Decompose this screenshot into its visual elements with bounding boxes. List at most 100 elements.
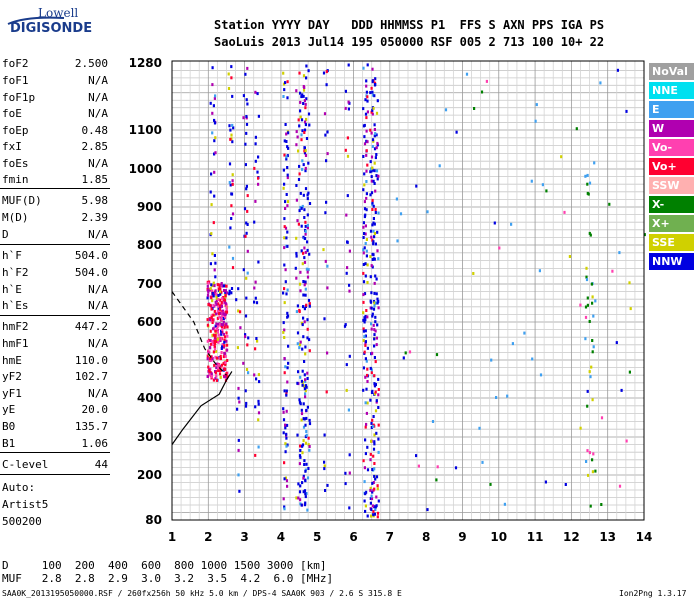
x-tick-label: 4 [277, 530, 285, 544]
echo-point [306, 318, 309, 322]
echo-point [282, 418, 286, 422]
param-name-17: hmE [2, 354, 22, 367]
echo-point [594, 469, 597, 473]
echo-point [371, 108, 374, 112]
echo-point [374, 211, 377, 214]
echo-point [370, 439, 373, 443]
echo-point [346, 194, 349, 198]
echo-point [372, 454, 375, 458]
echo-point [217, 366, 220, 370]
echo-point [215, 374, 218, 378]
echo-point [304, 392, 307, 396]
echo-point [237, 473, 240, 477]
echo-point [304, 166, 307, 170]
echo-point [304, 123, 307, 127]
echo-point [253, 286, 256, 290]
echo-point [254, 280, 257, 284]
echo-point [371, 138, 375, 142]
echo-point [628, 370, 631, 374]
echo-point [426, 508, 429, 512]
echo-point [308, 123, 311, 127]
echo-point [231, 123, 234, 127]
echo-point [560, 155, 563, 159]
echo-point [304, 154, 308, 157]
echo-point [306, 197, 309, 201]
param-separator-3 [0, 452, 110, 453]
echo-point [303, 387, 306, 391]
echo-point [375, 174, 378, 178]
echo-point [344, 148, 347, 152]
echo-point [208, 346, 212, 350]
echo-point [209, 287, 212, 291]
echo-point [211, 313, 214, 317]
echo-point [366, 401, 369, 405]
echo-point [348, 354, 351, 358]
echo-point [374, 383, 377, 386]
echo-point [286, 484, 289, 488]
echo-point [228, 181, 231, 184]
echo-point [254, 135, 257, 139]
param-value-9: 2.39 [81, 211, 109, 224]
echo-point [285, 393, 288, 397]
echo-point [366, 99, 369, 103]
echo-point [298, 490, 302, 494]
echo-point [364, 375, 367, 379]
echo-point [364, 274, 367, 278]
echo-point [245, 276, 248, 280]
echo-point [237, 448, 240, 452]
echo-point [584, 174, 587, 178]
echo-point [221, 343, 224, 347]
echo-point [618, 484, 622, 488]
echo-point [371, 504, 375, 508]
echo-point [376, 249, 379, 253]
echo-point [301, 93, 304, 97]
echo-point [586, 449, 589, 453]
legend-item-nnw: NNW [649, 253, 694, 270]
echo-point [224, 361, 227, 364]
echo-point [347, 63, 350, 67]
echo-point [209, 262, 212, 266]
echo-point [365, 79, 368, 83]
echo-point [209, 339, 212, 342]
echo-point [371, 201, 374, 205]
echo-point [302, 425, 306, 429]
echo-point [344, 89, 347, 93]
echo-point [244, 314, 248, 318]
echo-point [285, 193, 288, 196]
echo-point [415, 184, 418, 188]
echo-point [211, 83, 214, 87]
echo-point [369, 398, 372, 402]
echo-point [301, 347, 304, 351]
echo-point [247, 371, 250, 375]
echo-point [206, 323, 209, 327]
x-tick-label: 8 [422, 530, 430, 544]
echo-point [246, 223, 249, 226]
echo-point [219, 354, 222, 358]
echo-point [283, 263, 286, 267]
echo-point [219, 316, 222, 320]
echo-point [365, 116, 368, 120]
echo-point [344, 106, 347, 110]
echo-point [323, 112, 327, 116]
logo-digisonde-text: DIGISONDE [10, 21, 93, 36]
echo-point [306, 476, 310, 480]
echo-point [322, 248, 325, 252]
echo-point [211, 111, 214, 115]
echo-point [408, 350, 412, 354]
echo-point [615, 341, 618, 345]
echo-point [214, 300, 217, 304]
echo-point [303, 307, 306, 311]
echo-point [365, 149, 368, 153]
echo-point [366, 468, 370, 472]
echo-point [212, 281, 215, 285]
echo-point [363, 246, 366, 250]
echo-point [228, 124, 231, 128]
echo-point [376, 99, 379, 103]
echo-point [364, 315, 367, 318]
echo-point [255, 301, 259, 305]
echo-point [304, 237, 307, 240]
echo-point [206, 357, 209, 361]
param-value-21: 135.7 [74, 420, 108, 433]
echo-point [346, 240, 349, 244]
echo-point [229, 128, 232, 132]
